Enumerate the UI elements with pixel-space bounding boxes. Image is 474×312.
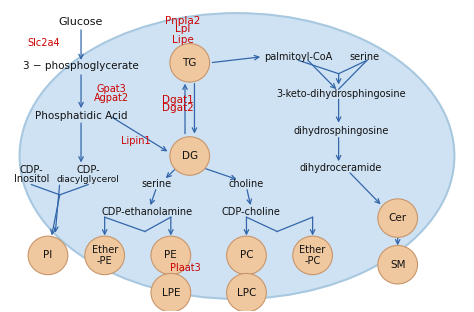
Ellipse shape (170, 44, 210, 82)
Ellipse shape (227, 273, 266, 312)
Text: CDP-: CDP- (76, 165, 100, 175)
Text: serine: serine (142, 179, 172, 189)
Text: Dgat1: Dgat1 (162, 95, 194, 105)
Text: Slc2a4: Slc2a4 (27, 38, 60, 48)
Text: dihydrosphingosine: dihydrosphingosine (293, 126, 389, 136)
Ellipse shape (151, 236, 191, 275)
Text: serine: serine (349, 51, 380, 61)
Text: -PE: -PE (97, 256, 112, 266)
Text: PE: PE (164, 251, 177, 261)
Text: DG: DG (182, 151, 198, 161)
Text: CDP-ethanolamine: CDP-ethanolamine (101, 207, 193, 217)
Text: 3 − phosphoglycerate: 3 − phosphoglycerate (23, 61, 139, 71)
Text: Ether: Ether (91, 245, 118, 255)
Text: Lipe: Lipe (172, 35, 193, 45)
Text: Ether: Ether (300, 245, 326, 255)
Text: Inositol: Inositol (14, 174, 49, 184)
Text: Gpat3: Gpat3 (97, 84, 127, 94)
Text: TG: TG (182, 58, 197, 68)
Text: dihydroceramide: dihydroceramide (300, 163, 382, 173)
Ellipse shape (227, 236, 266, 275)
Text: Lpl: Lpl (175, 24, 191, 34)
Text: 3-keto-dihydrosphingosine: 3-keto-dihydrosphingosine (276, 89, 406, 99)
Ellipse shape (85, 236, 125, 275)
Text: PI: PI (43, 251, 53, 261)
Text: Dgat2: Dgat2 (162, 103, 194, 113)
Text: Glucose: Glucose (59, 17, 103, 27)
Ellipse shape (378, 199, 418, 237)
Ellipse shape (378, 246, 418, 284)
Ellipse shape (293, 236, 332, 275)
Text: -PC: -PC (304, 256, 321, 266)
Text: CDP-: CDP- (19, 165, 43, 175)
Text: Cer: Cer (389, 213, 407, 223)
Text: choline: choline (229, 179, 264, 189)
Text: Pnpla2: Pnpla2 (165, 16, 201, 26)
Text: LPE: LPE (162, 288, 180, 298)
Ellipse shape (28, 236, 68, 275)
Ellipse shape (170, 137, 210, 175)
Text: Phosphatidic Acid: Phosphatidic Acid (35, 111, 128, 121)
Ellipse shape (151, 273, 191, 312)
Text: Agpat2: Agpat2 (94, 93, 129, 103)
Text: LPC: LPC (237, 288, 256, 298)
Text: palmitoyl-CoA: palmitoyl-CoA (264, 51, 333, 61)
Text: SM: SM (390, 260, 405, 270)
Text: Lipin1: Lipin1 (120, 136, 150, 146)
Text: diacylglycerol: diacylglycerol (57, 175, 119, 184)
Ellipse shape (19, 13, 455, 299)
Text: Plaat3: Plaat3 (170, 263, 201, 273)
Text: PC: PC (240, 251, 253, 261)
Text: CDP-choline: CDP-choline (222, 207, 281, 217)
